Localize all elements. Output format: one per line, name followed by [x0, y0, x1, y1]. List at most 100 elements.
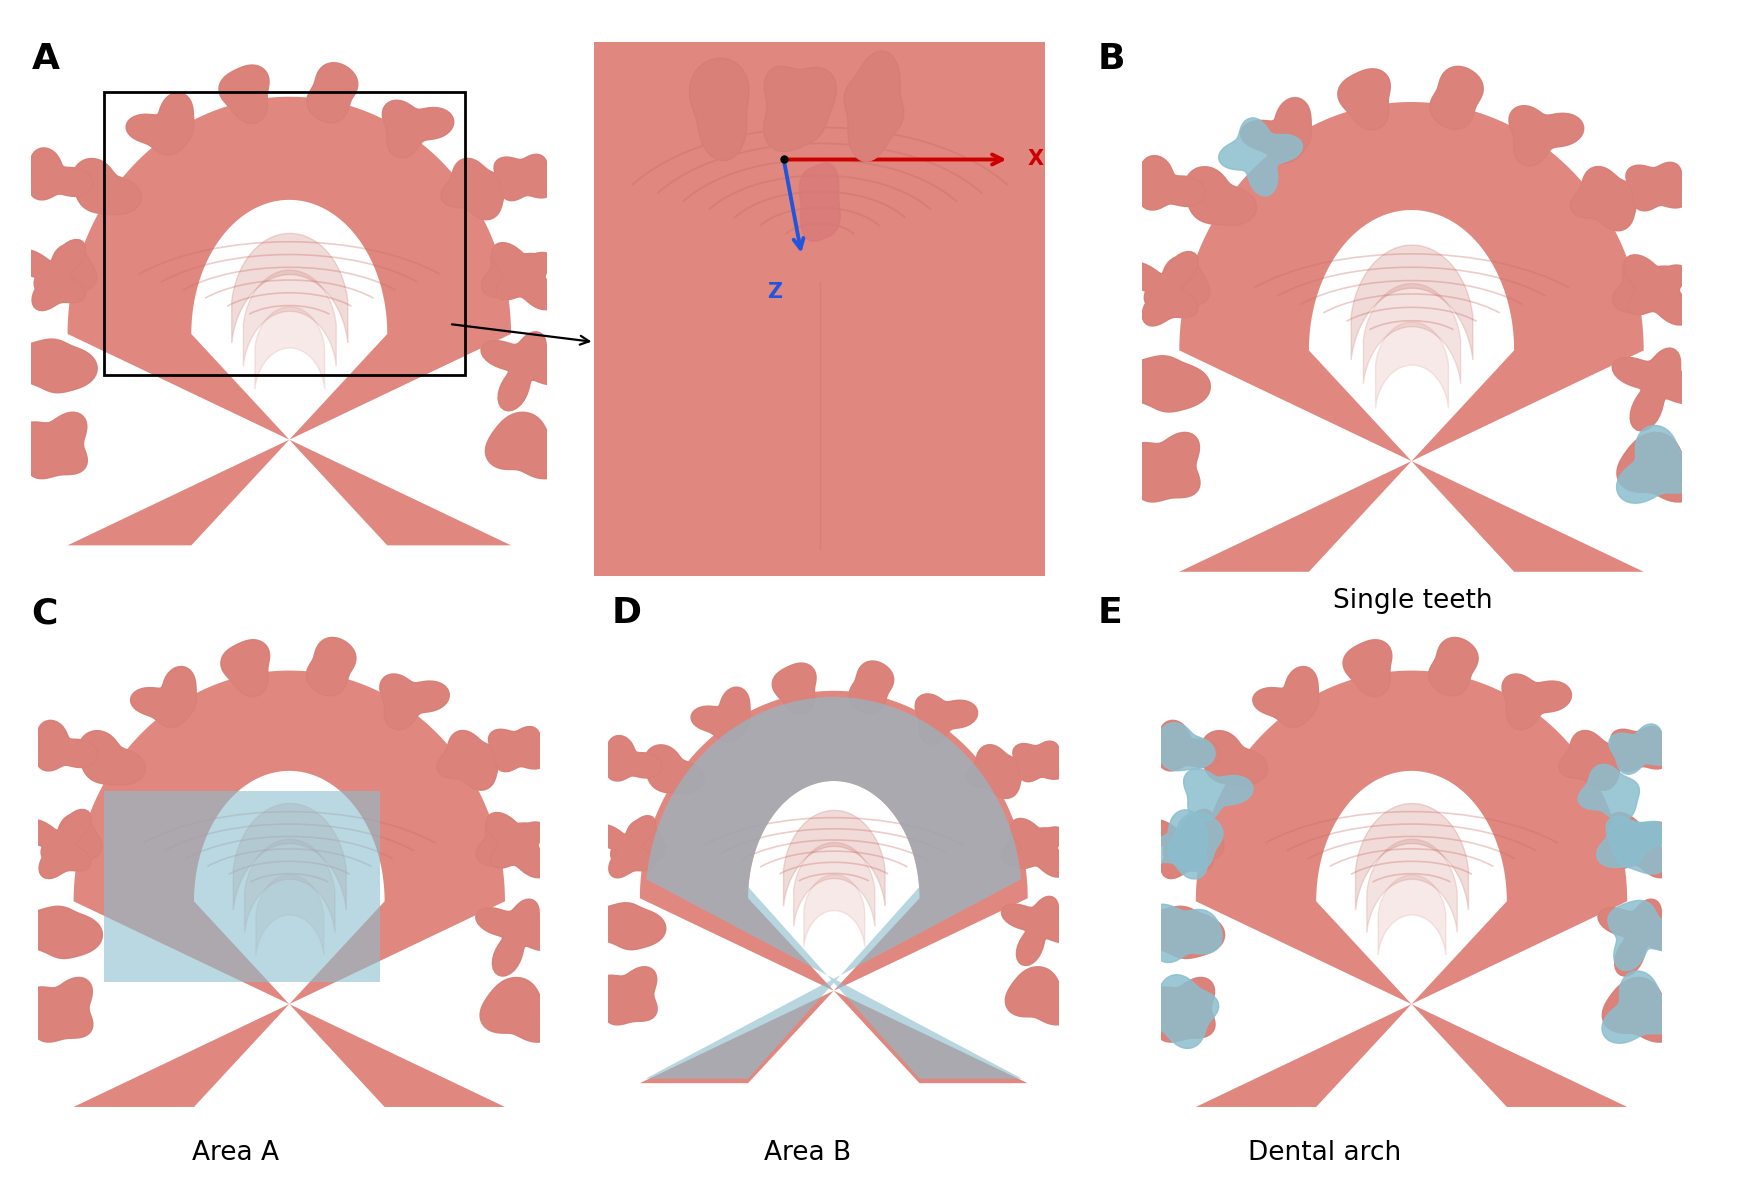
Polygon shape — [1612, 348, 1703, 431]
Polygon shape — [1612, 348, 1703, 431]
Polygon shape — [12, 340, 98, 392]
Polygon shape — [17, 413, 87, 479]
Polygon shape — [1253, 666, 1318, 727]
Polygon shape — [42, 814, 101, 865]
Polygon shape — [481, 978, 556, 1042]
Polygon shape — [1502, 674, 1571, 730]
Polygon shape — [610, 820, 666, 865]
Polygon shape — [1613, 259, 1682, 313]
Polygon shape — [379, 674, 449, 730]
Polygon shape — [1143, 810, 1213, 878]
Polygon shape — [1012, 742, 1065, 781]
Polygon shape — [35, 244, 96, 296]
Polygon shape — [1626, 162, 1689, 211]
Polygon shape — [1430, 66, 1484, 130]
Polygon shape — [607, 736, 662, 781]
Text: E: E — [1098, 596, 1122, 630]
Polygon shape — [1617, 432, 1697, 502]
Polygon shape — [645, 745, 704, 794]
Polygon shape — [26, 978, 93, 1042]
Polygon shape — [35, 244, 96, 296]
Polygon shape — [73, 158, 142, 215]
Polygon shape — [850, 661, 893, 714]
Text: X: X — [1028, 150, 1044, 169]
Polygon shape — [1159, 720, 1220, 770]
Polygon shape — [1559, 731, 1622, 790]
Polygon shape — [1608, 820, 1668, 874]
Polygon shape — [42, 814, 101, 865]
Polygon shape — [308, 62, 358, 122]
Polygon shape — [1570, 167, 1638, 230]
Polygon shape — [916, 694, 977, 744]
Polygon shape — [1626, 162, 1689, 211]
Polygon shape — [1180, 102, 1643, 571]
Polygon shape — [1164, 814, 1224, 865]
Polygon shape — [607, 736, 662, 781]
Polygon shape — [1608, 812, 1671, 877]
Polygon shape — [1127, 432, 1199, 502]
Polygon shape — [1342, 640, 1391, 697]
Polygon shape — [475, 899, 561, 976]
Polygon shape — [1617, 432, 1697, 502]
Polygon shape — [73, 158, 142, 215]
Polygon shape — [1185, 167, 1257, 226]
Polygon shape — [68, 97, 510, 545]
Polygon shape — [495, 155, 554, 200]
Polygon shape — [79, 731, 145, 785]
Text: Area B: Area B — [764, 1140, 851, 1166]
Polygon shape — [1201, 731, 1267, 785]
Polygon shape — [1143, 810, 1213, 878]
Polygon shape — [1127, 432, 1199, 502]
Polygon shape — [1196, 671, 1627, 1106]
Polygon shape — [495, 155, 554, 200]
Polygon shape — [1337, 68, 1390, 130]
Polygon shape — [1428, 637, 1479, 696]
Polygon shape — [1120, 356, 1210, 412]
Polygon shape — [645, 745, 704, 794]
Polygon shape — [1012, 742, 1065, 781]
Polygon shape — [306, 637, 357, 696]
Polygon shape — [850, 661, 893, 714]
Polygon shape — [1570, 167, 1638, 230]
Polygon shape — [764, 66, 836, 151]
Polygon shape — [131, 666, 196, 727]
Polygon shape — [773, 664, 816, 714]
Polygon shape — [1610, 726, 1669, 772]
Polygon shape — [30, 148, 93, 200]
Polygon shape — [440, 158, 505, 220]
Polygon shape — [1159, 720, 1220, 770]
Polygon shape — [218, 65, 269, 124]
Polygon shape — [218, 65, 269, 124]
Polygon shape — [1122, 252, 1199, 326]
Polygon shape — [593, 816, 656, 878]
Text: Dental arch: Dental arch — [1248, 1140, 1402, 1166]
Polygon shape — [1120, 356, 1210, 412]
Polygon shape — [764, 66, 836, 151]
Polygon shape — [1122, 252, 1199, 326]
Polygon shape — [1145, 256, 1210, 311]
Polygon shape — [30, 148, 93, 200]
Polygon shape — [773, 664, 816, 714]
Polygon shape — [1613, 259, 1682, 313]
Polygon shape — [379, 674, 449, 730]
Polygon shape — [486, 812, 549, 877]
Polygon shape — [79, 731, 145, 785]
Polygon shape — [640, 691, 1028, 1084]
Polygon shape — [481, 247, 547, 298]
Polygon shape — [21, 810, 91, 878]
Polygon shape — [73, 671, 505, 1106]
Polygon shape — [437, 731, 500, 790]
Polygon shape — [19, 906, 103, 959]
Polygon shape — [689, 58, 750, 161]
Polygon shape — [1430, 66, 1484, 130]
Polygon shape — [26, 978, 93, 1042]
Polygon shape — [17, 413, 87, 479]
Polygon shape — [1624, 254, 1690, 325]
Text: C: C — [31, 596, 58, 630]
Polygon shape — [1608, 900, 1683, 971]
Polygon shape — [126, 92, 194, 155]
Polygon shape — [1241, 97, 1311, 163]
Polygon shape — [1005, 967, 1073, 1025]
Polygon shape — [1159, 722, 1215, 770]
Polygon shape — [1598, 817, 1662, 866]
